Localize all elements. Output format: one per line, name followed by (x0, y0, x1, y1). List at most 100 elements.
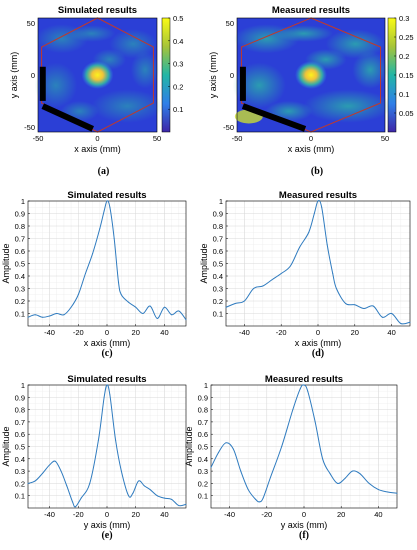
data-point (321, 206, 323, 208)
data-point (225, 306, 227, 308)
y-tick-label: 0 (230, 71, 234, 80)
data-point (336, 482, 338, 484)
data-point (387, 491, 389, 493)
field-blob (274, 25, 334, 42)
data-point (60, 470, 62, 472)
data-point (178, 310, 180, 312)
data-point (240, 470, 242, 472)
x-tick-label: -40 (239, 328, 250, 337)
y-tick-label: 0.6 (15, 430, 25, 439)
data-point (103, 396, 105, 398)
data-point (396, 492, 398, 494)
probe-bar-diagonal (41, 103, 94, 132)
panel-caption: (a) (98, 166, 110, 177)
y-axis-label: Amplitude (1, 426, 11, 466)
y-axis-label: y axis (mm) (9, 52, 19, 99)
data-point (326, 244, 328, 246)
data-point (109, 206, 111, 208)
y-tick-label: 50 (27, 19, 35, 28)
data-point (313, 213, 315, 214)
field-blob (303, 89, 393, 123)
x-tick-label: 0 (105, 328, 109, 337)
data-point (317, 200, 319, 202)
panel-caption: (c) (101, 348, 112, 359)
y-tick-label: 0.9 (198, 393, 208, 402)
panel-b: Measured results (b) -50 0 50 -50 0 50 x axis (m… (208, 5, 414, 177)
y-tick-label: 0.7 (15, 418, 25, 427)
data-point (400, 323, 402, 324)
data-point (345, 303, 347, 304)
series-line (210, 384, 398, 503)
y-axis-label: Amplitude (184, 426, 194, 466)
colorbar-tick-label: 0.2 (173, 82, 183, 91)
data-point (70, 306, 72, 308)
data-point (308, 231, 310, 233)
data-point (303, 384, 305, 386)
focal-peak (295, 61, 327, 89)
y-tick-label: 0.3 (15, 467, 25, 476)
y-tick-label: 0 (31, 71, 35, 80)
panel-e: Simulated results (e) -40 -20 0 20 40 0.1 0.2 0.3… (1, 374, 187, 541)
field-blob (352, 51, 388, 89)
data-point (120, 470, 122, 472)
colorbar-tick-label: 0.15 (399, 71, 414, 80)
x-tick-label: 0 (105, 510, 109, 519)
y-axis-label: Amplitude (1, 243, 11, 283)
data-point (27, 482, 29, 484)
x-tick-label: 40 (387, 328, 395, 337)
y-tick-label: 0.8 (213, 222, 223, 231)
data-point (56, 313, 58, 314)
x-tick-label: -40 (224, 510, 235, 519)
y-tick-label: 0.7 (15, 235, 25, 244)
panel-f: Measured results (f) -40 -20 0 20 40 0.1 0.2 0.3 0… (184, 374, 398, 541)
data-point (106, 384, 108, 386)
data-point (217, 452, 219, 454)
probe-bar-diagonal (241, 103, 307, 132)
x-axis-label: x axis (mm) (74, 144, 121, 154)
x-tick-label: 20 (132, 510, 140, 519)
y-tick-label: 0.6 (15, 247, 25, 256)
x-tick-label: 0 (95, 134, 99, 143)
y-tick-label: 0.5 (15, 443, 25, 452)
data-point (106, 200, 108, 202)
y-tick-label: 0.1 (198, 492, 208, 501)
data-point (138, 480, 140, 482)
colorbar-tick-label: 0.05 (399, 109, 414, 118)
x-tick-label: 40 (160, 328, 168, 337)
field-blob (325, 29, 385, 59)
data-point (359, 473, 361, 475)
series-line (27, 200, 187, 321)
x-axis-label: x axis (mm) (288, 144, 335, 154)
data-point (115, 439, 117, 441)
data-point (289, 265, 291, 267)
data-point (132, 492, 134, 494)
y-tick-label: 0.6 (198, 430, 208, 439)
data-point (225, 442, 227, 444)
y-tick-label: 0.9 (15, 393, 25, 402)
data-point (117, 281, 119, 283)
data-point (372, 305, 374, 307)
data-point (322, 458, 324, 460)
y-tick-label: 0.8 (15, 222, 25, 231)
data-point (281, 446, 283, 447)
panel-title: Measured results (272, 5, 350, 16)
data-point (234, 303, 236, 304)
panel-caption: (b) (311, 166, 323, 177)
panel-d: Measured results (d) -40 -20 0 20 40 0.1 0.2 0.3 0… (199, 190, 411, 359)
colorbar-tick-label: 0.3 (399, 14, 409, 23)
y-tick-label: -50 (24, 123, 35, 132)
data-point (253, 288, 255, 289)
data-point (128, 495, 130, 497)
data-point (156, 495, 158, 497)
y-tick-label: 1 (219, 197, 223, 206)
x-tick-label: -20 (276, 328, 287, 337)
y-tick-label: 1 (204, 381, 208, 390)
panel-caption: (f) (299, 530, 309, 541)
data-point (171, 314, 173, 316)
data-point (299, 246, 301, 248)
colorbar-tick-label: 0.2 (399, 52, 409, 61)
data-point (299, 388, 301, 390)
field-blob (109, 29, 157, 59)
y-tick-label: 0.1 (213, 310, 223, 319)
